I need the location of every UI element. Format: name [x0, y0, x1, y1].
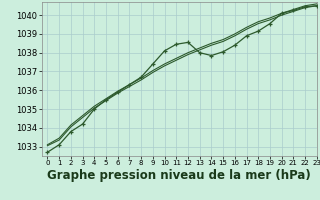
X-axis label: Graphe pression niveau de la mer (hPa): Graphe pression niveau de la mer (hPa): [47, 169, 311, 182]
